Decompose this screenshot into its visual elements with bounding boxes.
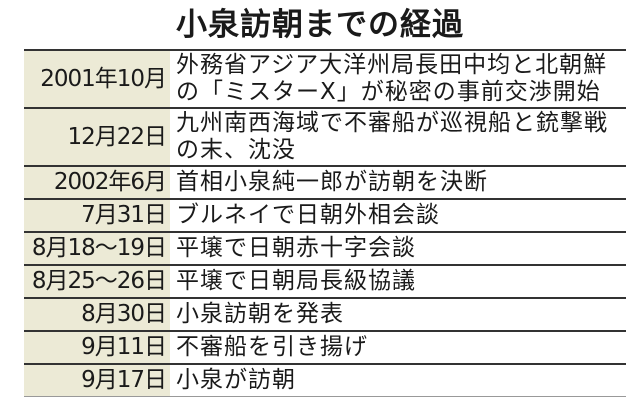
event-cell: ブルネイで日朝外相会談 xyxy=(170,198,626,232)
date-cell: 2002年6月 xyxy=(24,165,170,199)
table-row: 9月11日 不審船を引き揚げ xyxy=(24,330,626,364)
event-cell: 首相小泉純一郎が訪朝を決断 xyxy=(170,165,626,199)
date-cell: 8月25〜26日 xyxy=(24,264,170,298)
event-cell: 不審船を引き揚げ xyxy=(170,330,626,364)
event-cell: 外務省アジア大洋州局長田中均と北朝鮮の「ミスターX」が秘密の事前交渉開始 xyxy=(170,49,626,108)
table-row: 7月31日 ブルネイで日朝外相会談 xyxy=(24,198,626,232)
event-cell: 九州南西海域で不審船が巡視船と銃撃戦の末、沈没 xyxy=(170,107,626,166)
page-title: 小泉訪朝までの経過 xyxy=(176,7,464,43)
date-cell: 9月11日 xyxy=(24,330,170,364)
table-row: 2001年10月 外務省アジア大洋州局長田中均と北朝鮮の「ミスターX」が秘密の事前… xyxy=(24,49,626,108)
date-cell: 7月31日 xyxy=(24,198,170,232)
date-cell: 8月30日 xyxy=(24,297,170,331)
table-row: 8月25〜26日 平壌で日朝局長級協議 xyxy=(24,264,626,298)
table-row: 9月17日 小泉が訪朝 xyxy=(24,363,626,397)
date-cell: 12月22日 xyxy=(24,107,170,166)
event-cell: 小泉訪朝を発表 xyxy=(170,297,626,331)
table-row: 8月30日 小泉訪朝を発表 xyxy=(24,297,626,331)
table-row: 8月18〜19日 平壌で日朝赤十字会談 xyxy=(24,231,626,265)
date-cell: 8月18〜19日 xyxy=(24,231,170,265)
event-cell: 平壌で日朝赤十字会談 xyxy=(170,231,626,265)
date-cell: 9月17日 xyxy=(24,363,170,397)
table-row: 2002年6月 首相小泉純一郎が訪朝を決断 xyxy=(24,165,626,199)
timeline-table: 2001年10月 外務省アジア大洋州局長田中均と北朝鮮の「ミスターX」が秘密の事前… xyxy=(24,49,626,397)
event-cell: 小泉が訪朝 xyxy=(170,363,626,397)
event-cell: 平壌で日朝局長級協議 xyxy=(170,264,626,298)
table-row: 12月22日 九州南西海域で不審船が巡視船と銃撃戦の末、沈没 xyxy=(24,107,626,166)
date-cell: 2001年10月 xyxy=(24,49,170,108)
